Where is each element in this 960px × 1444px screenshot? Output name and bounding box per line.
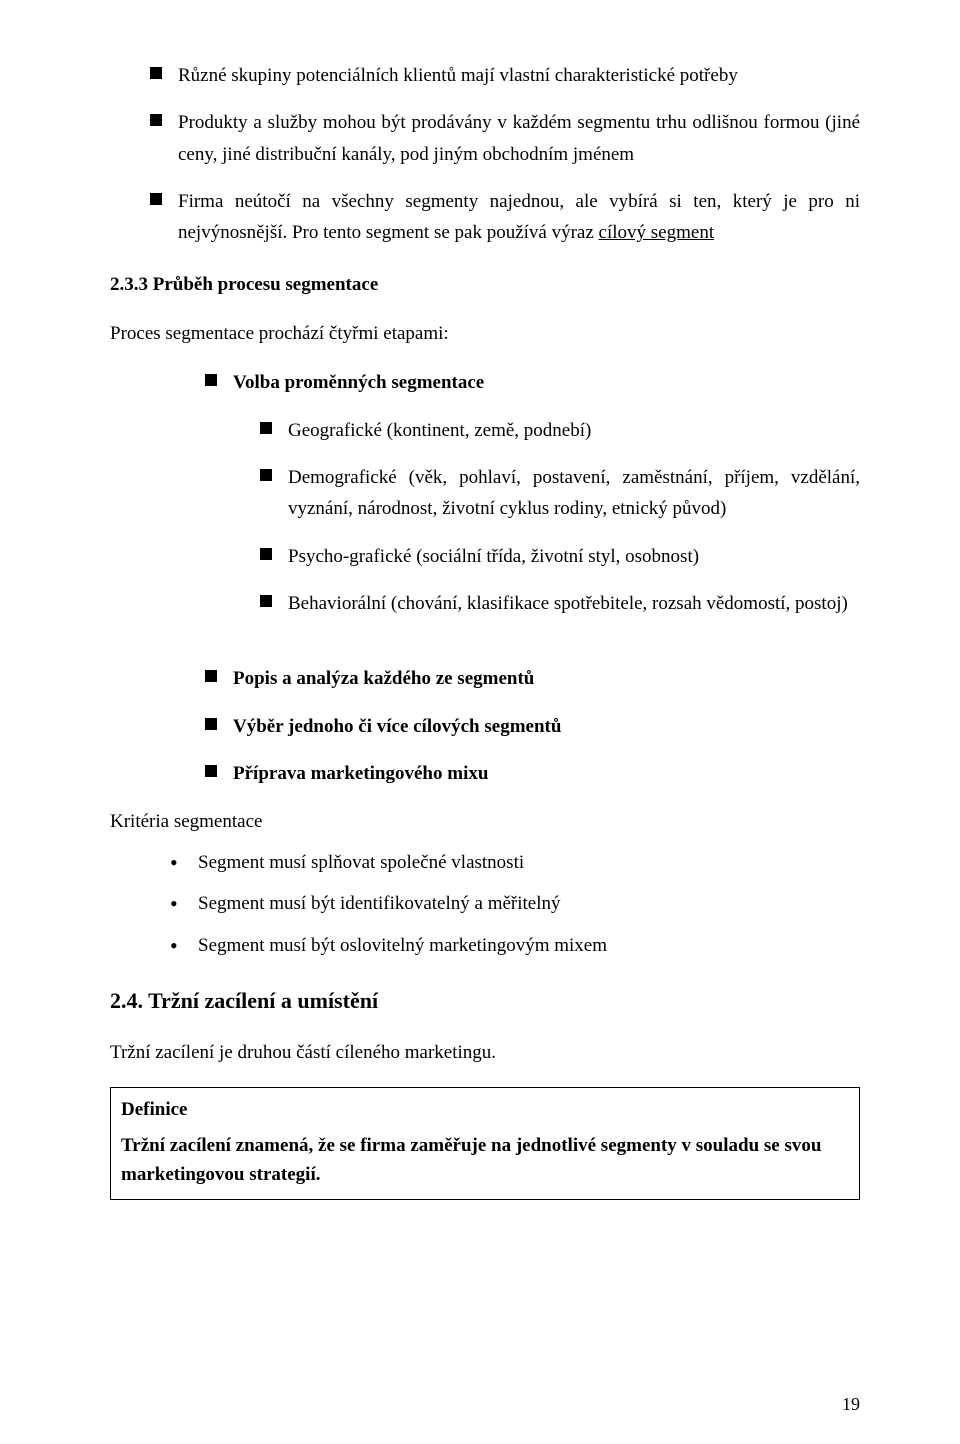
section-intro: Proces segmentace prochází čtyřmi etapam… <box>110 318 860 349</box>
section-heading-targeting: 2.4. Tržní zacílení a umístění <box>110 983 860 1019</box>
list-item: Produkty a služby mohou být prodávány v … <box>150 107 860 170</box>
section-heading-process: 2.3.3 Průběh procesu segmentace <box>110 269 860 300</box>
etap-list-rest: Popis a analýza každého ze segmentů Výbě… <box>205 663 860 789</box>
criteria-list: Segment musí splňovat společné vlastnost… <box>170 847 860 961</box>
page-number: 19 <box>842 1390 860 1420</box>
definition-label: Definice <box>121 1096 849 1125</box>
definition-box: Definice Tržní zacílení znamená, že se f… <box>110 1087 860 1201</box>
etap-list: Volba proměnných segmentace <box>205 367 860 398</box>
list-item-text: Firma neútočí na všechny segmenty najedn… <box>178 191 860 243</box>
list-item: Segment musí být oslovitelný marketingov… <box>170 930 860 961</box>
underlined-term: cílový segment <box>599 222 715 243</box>
list-item: Různé skupiny potenciálních klientů mají… <box>150 60 860 91</box>
list-item: Behaviorální (chování, klasifikace spotř… <box>260 588 860 619</box>
list-item: Geografické (kontinent, země, podnebí) <box>260 415 860 446</box>
section2-intro: Tržní zacílení je druhou částí cíleného … <box>110 1037 860 1068</box>
etap-item: Výběr jednoho či více cílových segmentů <box>205 711 860 742</box>
list-item: Segment musí být identifikovatelný a měř… <box>170 888 860 919</box>
etap-item: Popis a analýza každého ze segmentů <box>205 663 860 694</box>
list-item: Psycho-grafické (sociální třída, životní… <box>260 541 860 572</box>
etap-item-volba: Volba proměnných segmentace <box>205 367 860 398</box>
list-item: Firma neútočí na všechny segmenty najedn… <box>150 186 860 249</box>
etap-item: Příprava marketingového mixu <box>205 758 860 789</box>
variable-sublist: Geografické (kontinent, země, podnebí) D… <box>260 415 860 620</box>
definition-text: Tržní zacílení znamená, že se firma zamě… <box>121 1132 849 1189</box>
intro-bullet-list: Různé skupiny potenciálních klientů mají… <box>150 60 860 249</box>
list-item: Segment musí splňovat společné vlastnost… <box>170 847 860 878</box>
criteria-heading: Kritéria segmentace <box>110 806 860 837</box>
list-item: Demografické (věk, pohlaví, postavení, z… <box>260 462 860 525</box>
